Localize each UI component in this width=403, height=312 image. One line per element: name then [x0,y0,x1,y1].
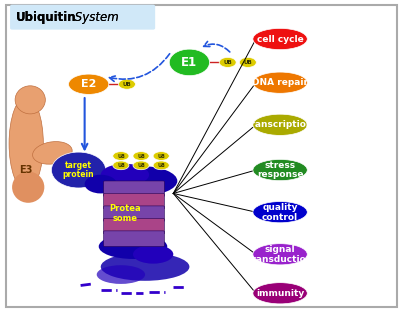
Ellipse shape [253,159,307,181]
Ellipse shape [253,28,307,50]
Text: cell cycle: cell cycle [257,35,303,43]
Text: stress
response: stress response [257,161,303,179]
Text: Ubiquitin: Ubiquitin [16,11,77,24]
FancyBboxPatch shape [10,5,155,30]
FancyBboxPatch shape [104,231,164,246]
Ellipse shape [153,161,169,170]
Ellipse shape [15,86,45,114]
Ellipse shape [12,172,44,203]
Text: transcription: transcription [247,120,313,129]
Ellipse shape [133,152,149,160]
Ellipse shape [113,161,129,170]
FancyBboxPatch shape [104,218,164,234]
Ellipse shape [133,245,173,264]
Text: UB: UB [157,154,165,158]
Ellipse shape [253,283,307,304]
Text: UB: UB [117,154,125,158]
Text: UB: UB [223,60,232,65]
Text: immunity: immunity [256,289,304,298]
Ellipse shape [133,161,149,170]
Ellipse shape [253,244,307,265]
Ellipse shape [69,74,109,94]
Ellipse shape [253,72,307,93]
Ellipse shape [85,175,117,193]
FancyBboxPatch shape [104,181,164,197]
Ellipse shape [33,142,72,164]
Text: E2: E2 [81,79,96,89]
FancyBboxPatch shape [104,193,164,209]
Text: UB: UB [137,154,145,158]
Text: target
protein: target protein [63,161,94,179]
Text: signal
transduction: signal transduction [247,245,313,264]
Text: E1: E1 [181,56,197,69]
Ellipse shape [52,152,106,188]
Ellipse shape [253,114,307,135]
Text: UB: UB [243,60,252,65]
Text: System: System [71,11,118,24]
Text: UB: UB [117,163,125,168]
Ellipse shape [153,152,169,160]
Text: DNA repair: DNA repair [252,78,308,87]
FancyBboxPatch shape [104,206,164,222]
Ellipse shape [113,152,129,160]
Ellipse shape [101,164,149,186]
Ellipse shape [58,158,99,183]
Ellipse shape [9,97,44,190]
Text: Protea
some: Protea some [109,204,141,223]
Text: UB: UB [157,163,165,168]
Ellipse shape [97,265,145,284]
Text: quality
control: quality control [262,203,298,222]
Text: Ubiquitin: Ubiquitin [16,11,77,24]
Ellipse shape [105,166,177,196]
Text: UB: UB [137,163,145,168]
Text: E3: E3 [19,165,33,175]
Ellipse shape [253,202,307,223]
Ellipse shape [99,234,167,259]
Ellipse shape [219,57,236,67]
Ellipse shape [101,253,189,281]
Ellipse shape [169,49,210,76]
Text: System: System [71,11,118,24]
Text: UB: UB [123,82,131,87]
Ellipse shape [118,79,135,89]
Ellipse shape [239,57,256,67]
